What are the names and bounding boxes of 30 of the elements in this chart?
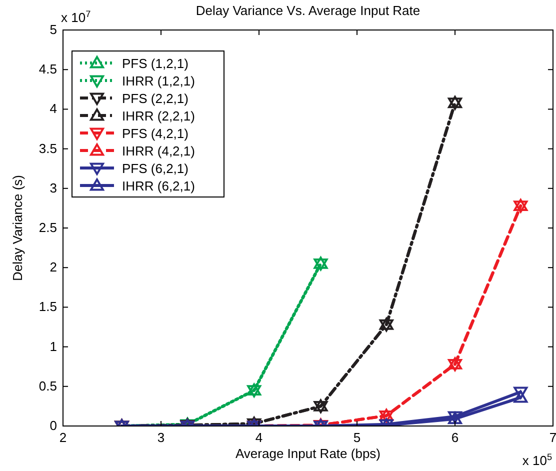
legend-label: IHRR (1,2,1): [122, 74, 195, 88]
x-tick-label: 3: [157, 430, 165, 445]
x-tick-label: 6: [451, 430, 459, 445]
y-tick-label: 2: [50, 260, 57, 275]
chart-title: Delay Variance Vs. Average Input Rate: [196, 3, 420, 18]
y-tick-label: 3: [50, 180, 57, 196]
text: x 10$^{7}$: [61, 9, 91, 25]
legend-label: IHRR (6,2,1): [122, 178, 195, 194]
text: x 10$^{5}$: [522, 452, 552, 468]
x-tick-label: 2: [59, 430, 67, 445]
y-axis-title: Delay Variance (s): [10, 175, 25, 281]
legend-label: PFS (6,2,1): [122, 161, 188, 176]
legend-label: PFS (1,2,1): [122, 56, 188, 71]
x-tick-label: 7: [549, 430, 556, 445]
x-tick-label: 4: [255, 430, 263, 445]
legend-label: PFS (2,2,1): [122, 91, 188, 106]
y-tick-label: 1.5: [38, 299, 57, 314]
y-tick-label: 2.5: [38, 220, 57, 235]
x-tick-label: 5: [353, 430, 361, 445]
y-tick-label: 3.5: [38, 140, 57, 156]
y-tick-label: 4.5: [38, 62, 57, 77]
y-tick-label: 1: [50, 338, 57, 354]
legend-label: PFS (4,2,1): [122, 126, 188, 141]
y-tick-label: 0: [50, 418, 57, 433]
y-tick-label: 0.5: [38, 378, 57, 394]
legend-label: IHRR (4,2,1): [122, 144, 195, 158]
legend-label: IHRR (2,2,1): [122, 108, 195, 124]
x-axis-title: Average Input Rate (bps): [235, 446, 381, 461]
y-tick-label: 4: [50, 101, 57, 116]
y-tick-label: 5: [50, 22, 57, 37]
